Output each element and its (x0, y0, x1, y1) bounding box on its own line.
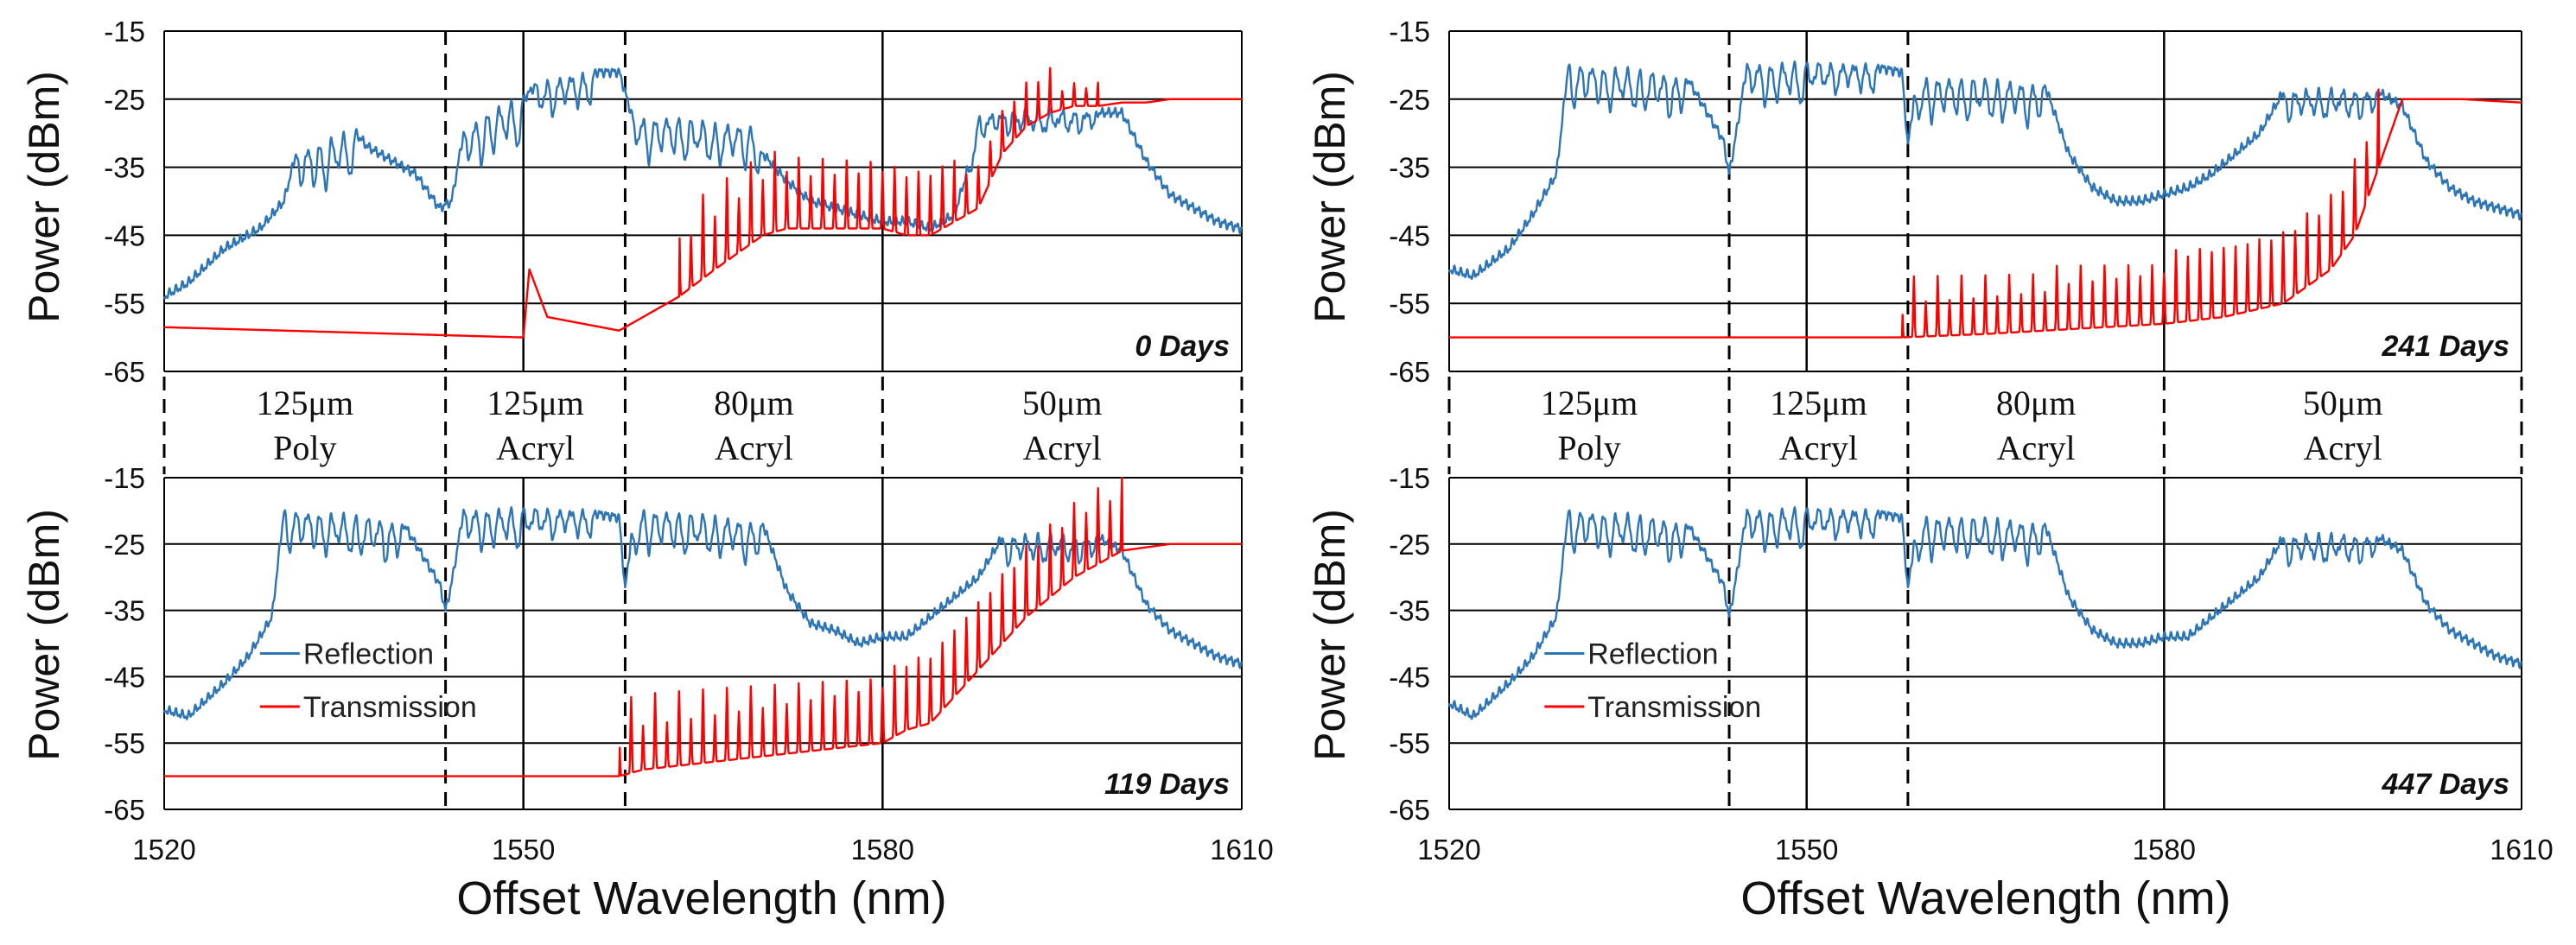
panel-2-ylabel: Power (dBm) (1306, 71, 1354, 323)
y-tick-label: -55 (1389, 727, 1430, 759)
y-tick-label: -25 (104, 84, 145, 116)
segment-label-coating: Acryl (496, 428, 575, 467)
panel-3-ylabel: Power (dBm) (1306, 509, 1354, 761)
series-reflection-line (162, 67, 1243, 300)
segment-label-diameter: 125μm (1770, 384, 1867, 422)
day-label: 119 Days (1104, 768, 1230, 801)
y-tick-label: -25 (1389, 84, 1430, 116)
x-tick-label: 1520 (1417, 834, 1480, 866)
day-label: 447 Days (2382, 768, 2509, 801)
legend-label: Transmission (1587, 691, 1761, 724)
y-tick-label: -55 (104, 727, 145, 759)
series-transmission-line (1448, 88, 2522, 339)
right-figure: Power (dBm) Power (dBm) Offset Wavelengt… (1306, 71, 2231, 924)
segment-label-diameter: 50μm (2303, 384, 2383, 422)
segment-label-coating: Poly (1557, 428, 1620, 467)
y-tick-label: -15 (104, 462, 145, 494)
segment-label-diameter: 80μm (714, 384, 794, 422)
series-reflection-line (1447, 506, 2522, 720)
x-tick-label: 1610 (2490, 834, 2553, 866)
segment-band-0: 125μm Poly 125μm Acryl 80μm Acryl 50μm Acryl (162, 377, 1243, 474)
segment-label-coating: Acryl (2304, 428, 2382, 467)
segment-band-1: 125μm Poly 125μm Acryl 80μm Acryl 50μm Acryl (1447, 377, 2523, 474)
y-tick-label: -15 (104, 16, 145, 48)
segment-label-coating: Acryl (715, 428, 793, 467)
y-tick-label: -35 (104, 595, 145, 627)
x-tick-label: 1550 (492, 834, 555, 866)
y-tick-label: -65 (1389, 356, 1430, 388)
segment-label-diameter: 80μm (1996, 384, 2077, 422)
series-reflection-line (162, 506, 1243, 720)
panel-3-xlabel: Offset Wavelength (nm) (1740, 872, 2230, 924)
y-tick-label: -45 (1389, 661, 1430, 693)
y-tick-label: -65 (104, 794, 145, 826)
segment-label-diameter: 50μm (1022, 384, 1103, 422)
legend-label: Transmission (303, 691, 477, 724)
x-tick-label: 1550 (1775, 834, 1838, 866)
y-tick-label: -65 (1389, 794, 1430, 826)
panel-bottom-right: -15 -25 -35 -45 -55 -65 1520 1550 1580 1610 447 Da… (1389, 462, 2553, 866)
segment-label-coating: Acryl (1779, 428, 1858, 467)
x-tick-label: 1520 (132, 834, 195, 866)
y-tick-label: -55 (104, 288, 145, 320)
segment-label-diameter: 125μm (487, 384, 584, 422)
segment-label-coating: Acryl (1023, 428, 1102, 467)
legend-label: Reflection (1587, 638, 1718, 671)
y-tick-label: -35 (1389, 595, 1430, 627)
segment-label-coating: Acryl (1997, 428, 2076, 467)
left-figure: Power (dBm) Power (dBm) Offset Wavelengt… (20, 71, 947, 924)
x-tick-label: 1580 (2133, 834, 2196, 866)
y-tick-label: -15 (1389, 16, 1430, 48)
day-label: 0 Days (1135, 330, 1230, 363)
day-label: 241 Days (2382, 330, 2509, 363)
series-reflection-line (1447, 60, 2523, 281)
y-tick-label: -15 (1389, 462, 1430, 494)
legend-label: Reflection (303, 638, 434, 671)
panel-1-xlabel: Offset Wavelength (nm) (456, 872, 946, 924)
panel-top-right: -15 -25 -35 -45 -55 -65 241 Days (1389, 16, 2523, 388)
y-tick-label: -35 (1389, 152, 1430, 184)
x-tick-label: 1580 (851, 834, 914, 866)
x-tick-label: 1610 (1210, 834, 1273, 866)
y-tick-label: -45 (104, 219, 145, 251)
panel-1-ylabel: Power (dBm) (20, 509, 68, 761)
panel-bottom-left: -15 -25 -35 -45 -55 -65 1520 1550 1580 1610 119 Da… (104, 462, 1273, 866)
y-tick-label: -55 (1389, 288, 1430, 320)
panel-top-left: -15 -25 -35 -45 -55 -65 0 Days (104, 16, 1243, 388)
series-transmission-line (163, 67, 1243, 339)
y-tick-label: -65 (104, 356, 145, 388)
segment-label-diameter: 125μm (257, 384, 354, 422)
segment-label-diameter: 125μm (1541, 384, 1638, 422)
y-tick-label: -35 (104, 152, 145, 184)
series-transmission-line (163, 476, 1243, 777)
segment-label-coating: Poly (273, 428, 336, 467)
panel-0-ylabel: Power (dBm) (20, 71, 68, 323)
y-tick-label: -25 (104, 529, 145, 561)
y-tick-label: -25 (1389, 529, 1430, 561)
y-tick-label: -45 (1389, 219, 1430, 251)
y-tick-label: -45 (104, 661, 145, 693)
